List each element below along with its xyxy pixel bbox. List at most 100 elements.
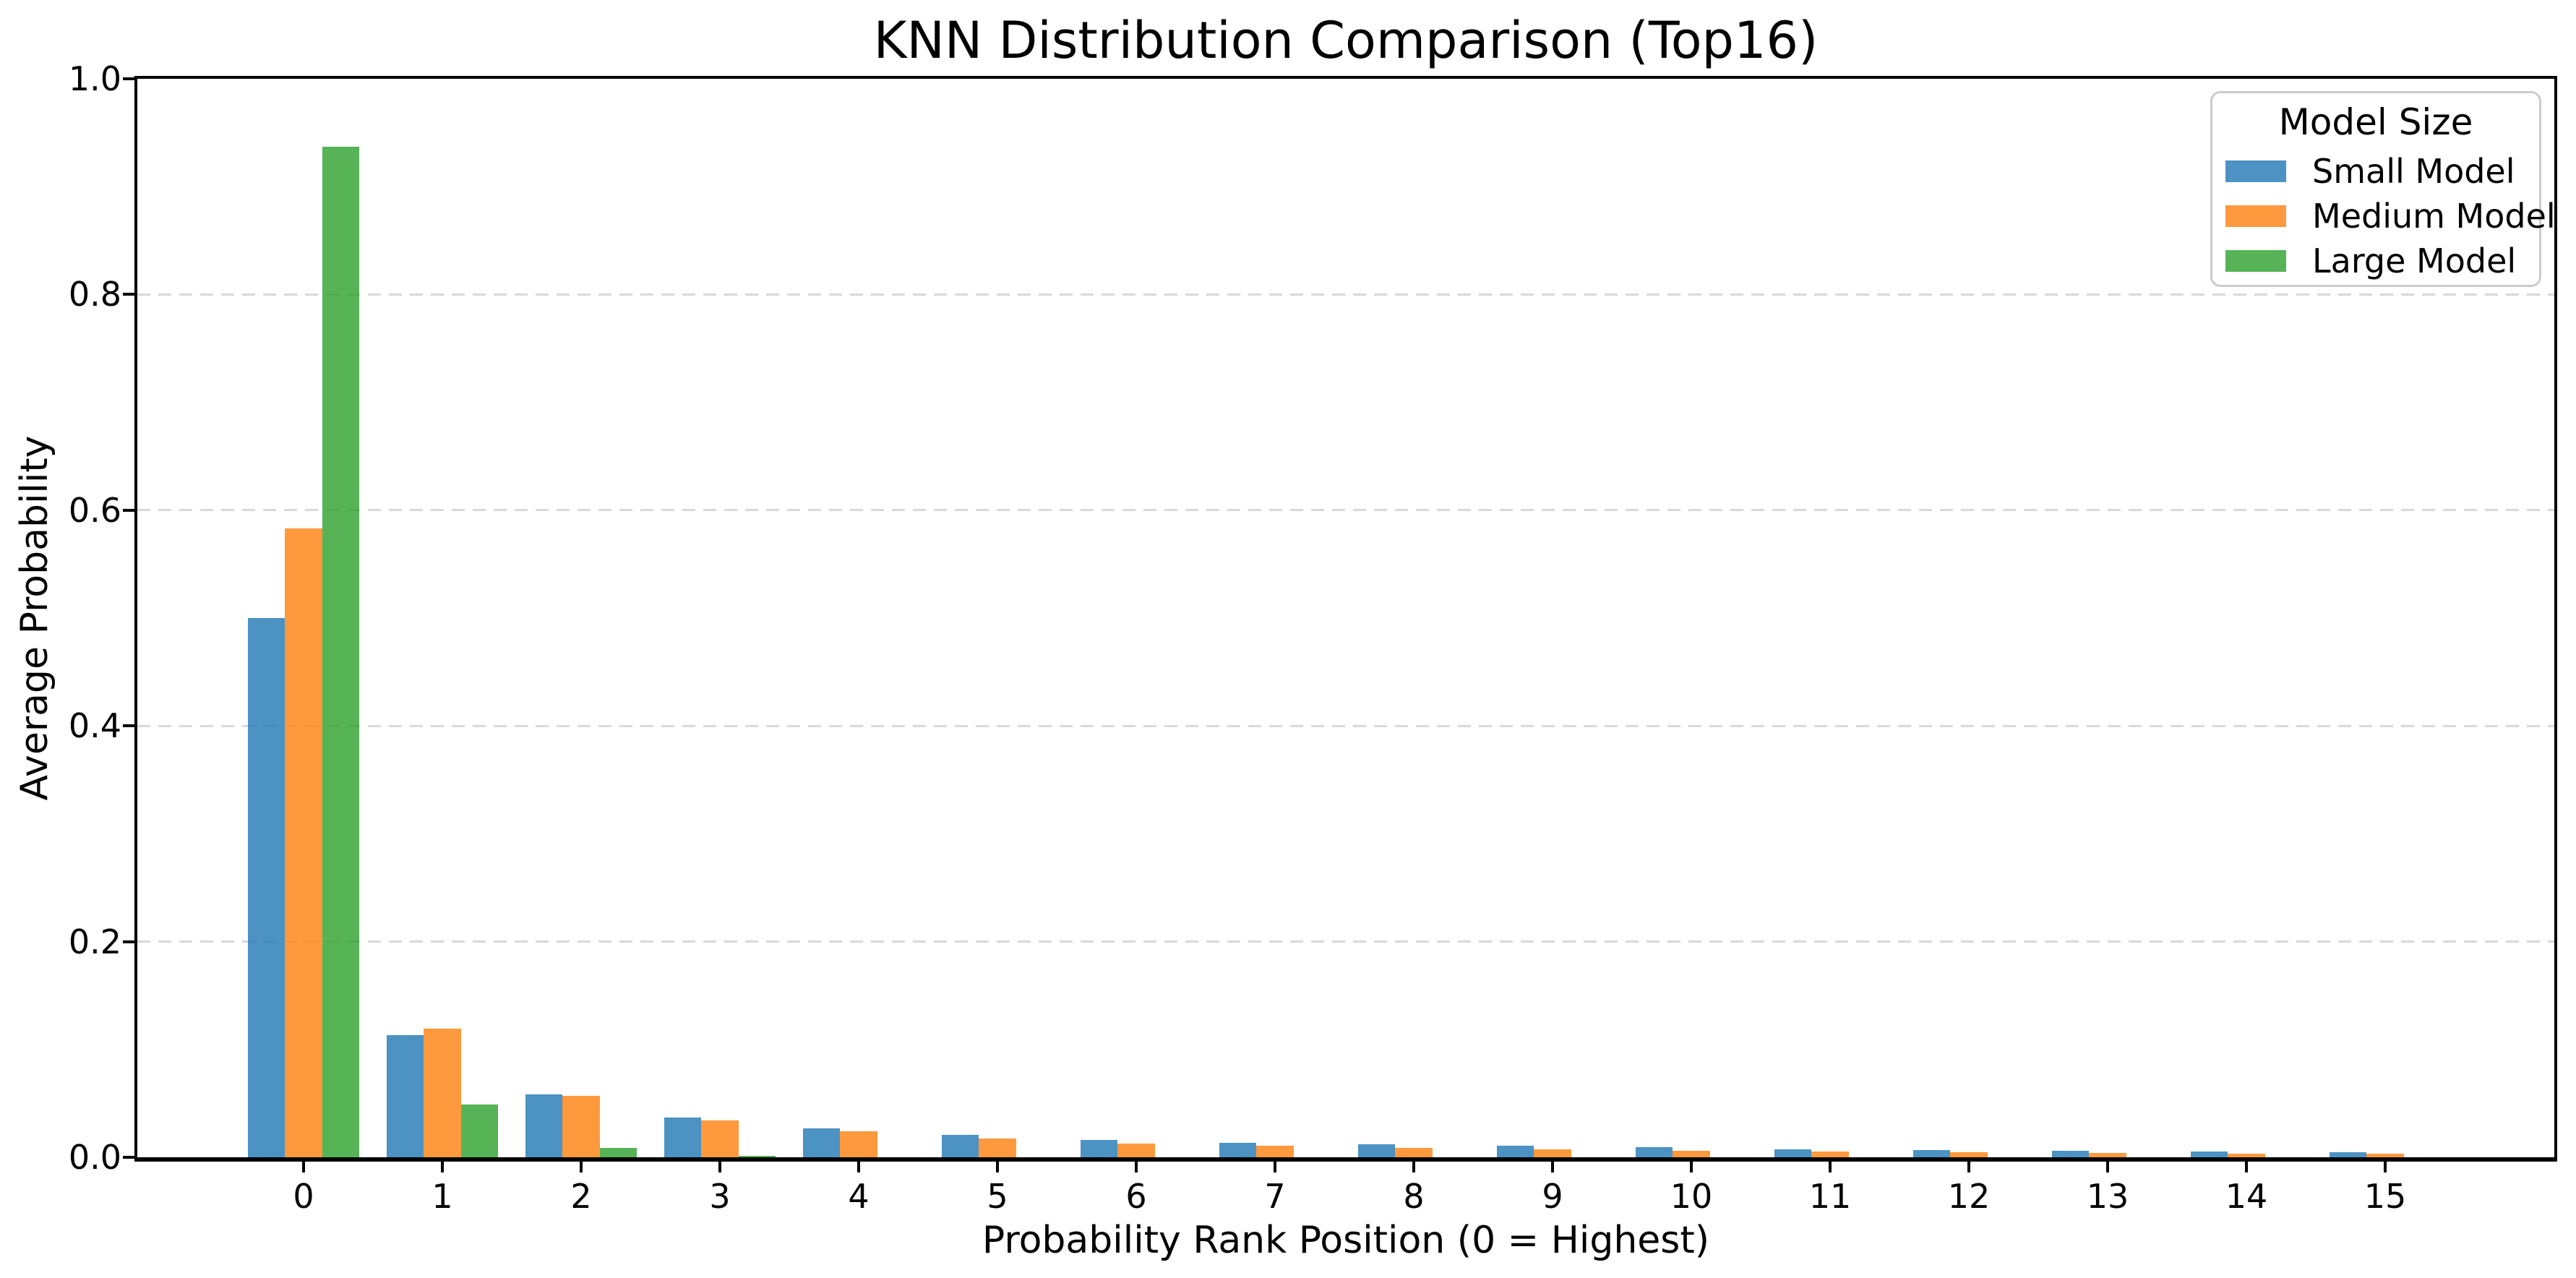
bar-medium-model-rank-2	[562, 1096, 600, 1157]
x-tick-mark	[996, 1161, 999, 1172]
legend-swatch	[2225, 250, 2286, 272]
y-axis-label: Average Probability	[13, 435, 56, 801]
bar-small-model-rank-14	[2190, 1152, 2228, 1157]
bar-medium-model-rank-1	[424, 1029, 461, 1157]
plot-area-border	[134, 76, 2557, 1162]
gridline	[137, 293, 2554, 296]
x-tick-mark	[857, 1161, 860, 1172]
x-tick-mark	[1274, 1161, 1276, 1172]
legend-swatch	[2225, 205, 2286, 227]
bar-medium-model-rank-12	[1950, 1152, 1988, 1157]
y-tick-mark	[123, 940, 135, 943]
bar-medium-model-rank-7	[1256, 1146, 1294, 1157]
bar-small-model-rank-6	[1080, 1140, 1118, 1157]
legend-item-label: Small Model	[2312, 152, 2515, 191]
y-tick-label: 0.0	[68, 1138, 121, 1177]
chart-title: KNN Distribution Comparison (Top16)	[873, 11, 1819, 70]
x-tick-label: 0	[293, 1177, 314, 1216]
bar-small-model-rank-5	[941, 1135, 979, 1157]
legend-rows: Small Model Medium Model Large Model	[2212, 154, 2556, 278]
x-tick-mark	[1551, 1161, 1554, 1172]
bar-small-model-rank-8	[1357, 1144, 1396, 1157]
x-tick-mark	[1412, 1161, 1415, 1172]
bar-small-model-rank-9	[1496, 1146, 1534, 1157]
x-tick-label: 5	[987, 1177, 1008, 1216]
x-tick-mark	[580, 1161, 583, 1172]
x-tick-label: 1	[432, 1177, 453, 1216]
x-tick-label: 15	[2364, 1177, 2407, 1216]
x-tick-label: 13	[2086, 1177, 2129, 1216]
x-tick-mark	[1829, 1161, 1832, 1172]
legend-swatch	[2225, 160, 2286, 182]
x-tick-mark	[718, 1161, 721, 1172]
y-tick-mark	[123, 77, 135, 80]
x-tick-label: 3	[709, 1177, 731, 1216]
bar-medium-model-rank-10	[1673, 1151, 1710, 1157]
bar-small-model-rank-11	[1774, 1149, 1812, 1157]
bar-small-model-rank-7	[1219, 1143, 1257, 1157]
bar-medium-model-rank-5	[979, 1138, 1016, 1157]
bar-small-model-rank-2	[525, 1094, 563, 1157]
bar-small-model-rank-12	[1912, 1150, 1951, 1157]
x-tick-label: 12	[1947, 1177, 1991, 1216]
gridline	[137, 724, 2554, 727]
bar-medium-model-rank-11	[1811, 1152, 1849, 1157]
x-tick-label: 14	[2225, 1177, 2268, 1216]
x-tick-mark	[1690, 1161, 1693, 1172]
bar-small-model-rank-3	[664, 1118, 702, 1157]
y-tick-mark	[123, 1156, 135, 1159]
bar-small-model-rank-10	[1635, 1147, 1673, 1157]
y-tick-label: 1.0	[68, 59, 121, 98]
x-tick-label: 7	[1264, 1177, 1286, 1216]
y-tick-mark	[123, 508, 135, 512]
bar-medium-model-rank-3	[701, 1120, 739, 1157]
x-tick-mark	[2384, 1161, 2387, 1172]
x-tick-label: 4	[848, 1177, 870, 1216]
legend-item-medium-model: Medium Model	[2225, 199, 2556, 233]
legend-item-label: Medium Model	[2312, 197, 2556, 236]
x-tick-mark	[441, 1161, 444, 1172]
bar-large-model-rank-1	[460, 1105, 499, 1157]
legend-title: Model Size	[2278, 101, 2473, 143]
x-tick-label: 10	[1670, 1177, 1713, 1216]
legend-item-label: Large Model	[2312, 241, 2517, 280]
y-tick-label: 0.8	[68, 275, 121, 314]
x-tick-mark	[2245, 1161, 2248, 1172]
gridline	[137, 509, 2554, 512]
x-tick-label: 8	[1403, 1177, 1425, 1216]
x-tick-mark	[1135, 1161, 1138, 1172]
bar-medium-model-rank-15	[2366, 1154, 2404, 1157]
legend: Model Size Small Model Medium Model Large …	[2210, 91, 2556, 287]
x-tick-label: 2	[570, 1177, 592, 1216]
y-tick-label: 0.6	[68, 490, 121, 530]
bar-large-model-rank-2	[599, 1148, 637, 1157]
gridline	[137, 940, 2554, 943]
bar-medium-model-rank-0	[285, 528, 322, 1157]
bar-medium-model-rank-13	[2089, 1153, 2126, 1157]
bar-medium-model-rank-9	[1534, 1149, 1571, 1157]
bar-large-model-rank-3	[738, 1156, 776, 1157]
y-tick-mark	[123, 293, 135, 296]
y-tick-label: 0.2	[68, 922, 121, 961]
x-tick-mark	[2106, 1161, 2109, 1172]
x-axis-label: Probability Rank Position (0 = Highest)	[982, 1219, 1710, 1262]
x-tick-mark	[1967, 1161, 1970, 1172]
legend-item-small-model: Small Model	[2225, 154, 2539, 189]
y-tick-mark	[123, 724, 135, 728]
legend-item-large-model: Large Model	[2225, 244, 2539, 278]
x-tick-label: 9	[1542, 1177, 1563, 1216]
bar-medium-model-rank-6	[1117, 1144, 1155, 1157]
bar-small-model-rank-4	[802, 1128, 841, 1157]
x-tick-label: 6	[1125, 1177, 1147, 1216]
x-tick-label: 11	[1808, 1177, 1852, 1216]
bar-small-model-rank-13	[2051, 1151, 2090, 1157]
bar-large-model-rank-0	[322, 147, 360, 1157]
x-tick-mark	[302, 1161, 305, 1172]
bar-medium-model-rank-14	[2228, 1154, 2265, 1157]
y-tick-label: 0.4	[68, 706, 121, 746]
bar-small-model-rank-1	[386, 1035, 424, 1157]
bar-small-model-rank-0	[247, 618, 285, 1157]
bar-small-model-rank-15	[2329, 1152, 2367, 1157]
bar-medium-model-rank-8	[1395, 1148, 1433, 1157]
